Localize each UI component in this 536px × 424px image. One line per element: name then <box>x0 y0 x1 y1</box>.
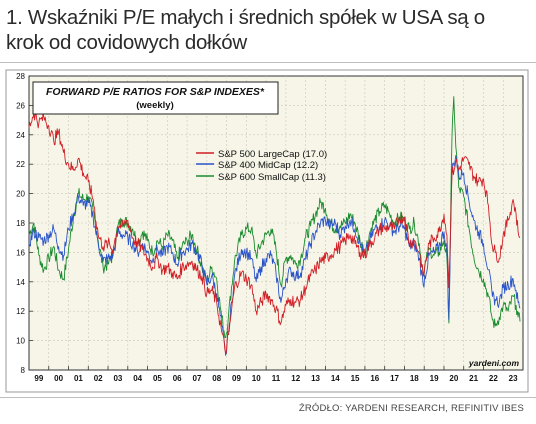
x-tick-label: 99 <box>34 374 43 383</box>
gridlines <box>29 76 523 370</box>
x-tick-label: 01 <box>74 374 83 383</box>
x-tick-label: 15 <box>351 374 360 383</box>
y-tick-label: 14 <box>16 278 25 287</box>
chart-subtitle: (weekly) <box>136 100 174 111</box>
y-tick-label: 18 <box>16 219 25 228</box>
y-tick-label: 24 <box>16 131 25 140</box>
x-tick-label: 23 <box>509 374 518 383</box>
x-tick-label: 10 <box>252 374 261 383</box>
series-line-mid <box>28 154 521 356</box>
legend-label-small: S&P 600 SmallCap (11.3) <box>218 172 326 183</box>
legend-label-mid: S&P 400 MidCap (12.2) <box>218 160 318 171</box>
x-tick-label: 11 <box>272 374 281 383</box>
x-tick-label: 09 <box>232 374 241 383</box>
x-tick-label: 00 <box>54 374 63 383</box>
plot-area <box>28 75 524 371</box>
x-tick-label: 21 <box>469 374 478 383</box>
x-tick-label: 22 <box>489 374 498 383</box>
chart-title: FORWARD P/E RATIOS FOR S&P INDEXES* <box>46 86 265 98</box>
series-line-large <box>28 111 521 354</box>
x-tick-label: 06 <box>173 374 182 383</box>
y-tick-label: 20 <box>16 190 25 199</box>
x-tick-label: 14 <box>331 374 340 383</box>
legend: S&P 500 LargeCap (17.0) S&P 400 MidCap (… <box>196 149 327 183</box>
series-layer <box>28 96 521 356</box>
x-tick-label: 02 <box>94 374 103 383</box>
x-tick-label: 19 <box>430 374 439 383</box>
x-tick-label: 08 <box>212 374 221 383</box>
x-tick-label: 20 <box>449 374 458 383</box>
headline: 1. Wskaźniki P/E małych i średnich spółe… <box>6 6 485 54</box>
x-tick-label: 17 <box>390 374 399 383</box>
y-tick-label: 22 <box>16 160 25 169</box>
x-tick-label: 05 <box>153 374 162 383</box>
source-note: ŹRÓDŁO: YARDENI RESEARCH, REFINITIV IBES <box>298 403 524 414</box>
x-tick-label: 13 <box>311 374 320 383</box>
y-tick-label: 10 <box>16 337 25 346</box>
y-tick-label: 16 <box>16 248 25 257</box>
top-divider <box>0 62 536 63</box>
x-tick-label: 03 <box>113 374 122 383</box>
watermark: yardeni.com <box>468 358 520 368</box>
x-tick-label: 12 <box>291 374 300 383</box>
bottom-divider <box>0 397 536 398</box>
x-tick-label: 04 <box>133 374 142 383</box>
x-tick-label: 16 <box>370 374 379 383</box>
legend-label-large: S&P 500 LargeCap (17.0) <box>218 149 327 160</box>
y-tick-label: 8 <box>21 366 26 375</box>
title-box <box>32 81 279 115</box>
y-tick-label: 26 <box>16 101 25 110</box>
y-axis: 8 10 12 14 16 18 20 22 24 26 28 <box>16 72 33 375</box>
x-tick-label: 18 <box>410 374 419 383</box>
y-tick-label: 28 <box>16 72 25 81</box>
y-tick-label: 12 <box>16 307 25 316</box>
x-axis: 99 00 01 02 03 04 05 06 07 08 09 10 11 12 13 14 15 16 17 18… <box>28 366 518 383</box>
x-tick-label: 07 <box>193 374 202 383</box>
